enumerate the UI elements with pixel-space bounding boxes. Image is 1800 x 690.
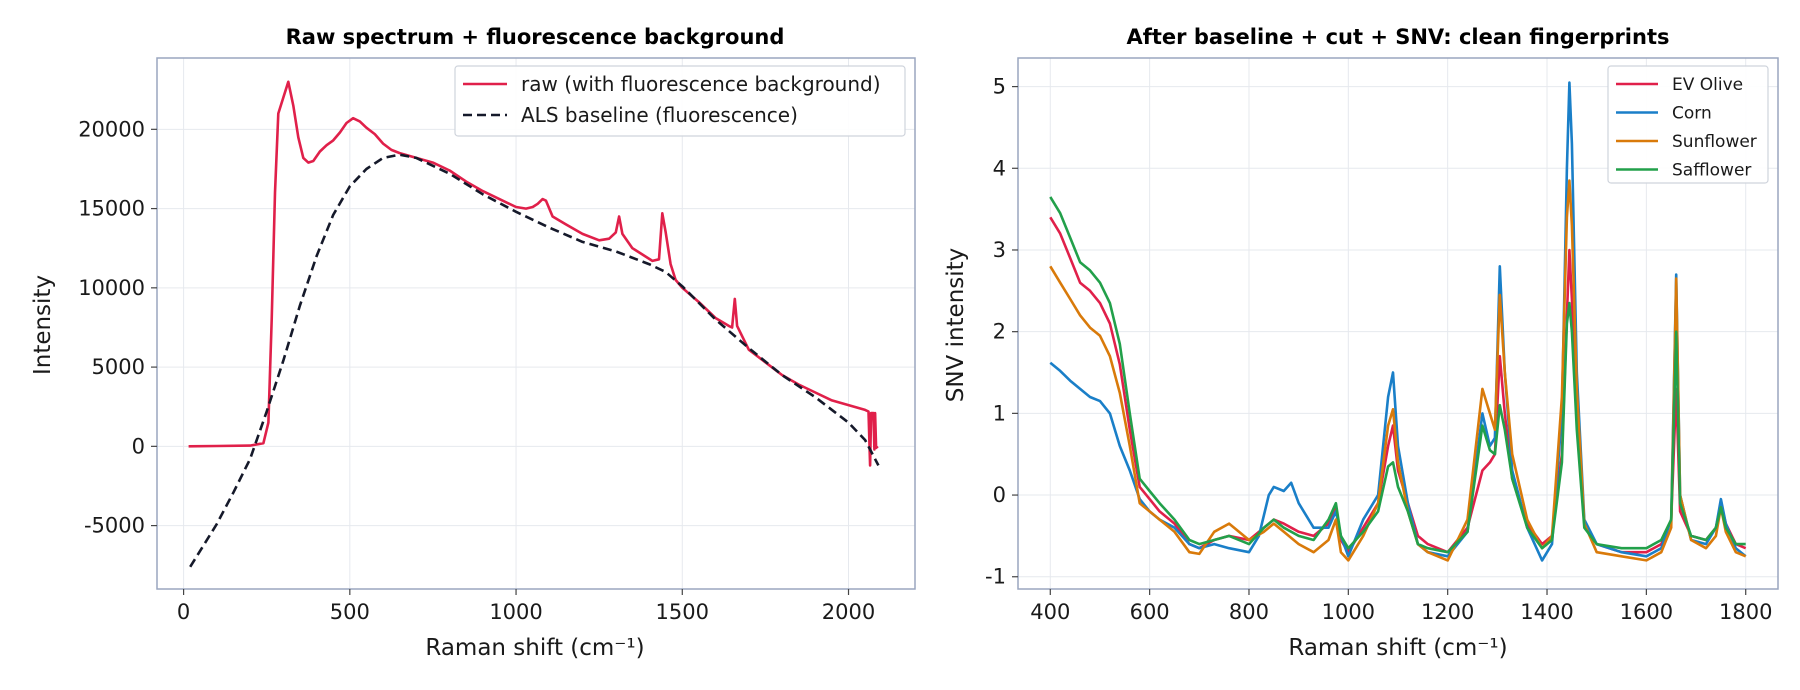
x-tick-label: 0 [177,600,190,624]
left-chart-title: Raw spectrum + fluorescence background [286,25,785,49]
left-y-axis-label: Intensity [30,275,56,375]
x-tick-label: 400 [1030,600,1070,624]
x-tick-label: 1500 [656,600,709,624]
legend-label: raw (with fluorescence background) [521,72,881,96]
x-tick-label: 1200 [1421,600,1474,624]
plot-frame [156,57,916,590]
y-tick-label: 1 [993,401,1006,425]
series-group [1049,81,1747,562]
legend-label: EV Olive [1672,75,1743,95]
y-tick-label: 2 [993,320,1006,344]
legend: EV Olive Corn Sunflower Safflower [1607,65,1769,184]
left-panel: Raw spectrum + fluorescence background R… [30,25,916,661]
series-line-als-baseline-fluorescence [189,153,880,568]
y-tick-label: 10000 [78,276,145,300]
y-tick-label: 5 [993,75,1006,99]
right-chart-title: After baseline + cut + SNV: clean finger… [1126,25,1669,49]
left-x-axis-label: Raman shift (cm⁻¹) [425,635,644,661]
x-tick-label: 500 [330,600,370,624]
legend-box [454,65,906,137]
x-tick-label: 1800 [1719,600,1772,624]
y-tick-label: 0 [132,434,145,458]
y-tick-label: 4 [993,156,1006,180]
legend-label: Sunflower [1672,132,1757,152]
right-x-axis-label: Raman shift (cm⁻¹) [1288,635,1507,661]
x-tick-label: 600 [1130,600,1170,624]
x-tick-label: 1000 [489,600,542,624]
y-tick-label: -5000 [84,514,145,538]
plot-frame [1017,57,1779,590]
y-tick-label: 15000 [78,197,145,221]
legend: raw (with fluorescence background) ALS ba… [454,65,906,137]
series-line-safflower [1049,196,1746,554]
y-tick-label: 20000 [78,117,145,141]
x-tick-label: 1600 [1620,600,1673,624]
y-tick-label: 5000 [92,355,145,379]
series-line-raw-with-fluorescence-background [188,80,879,467]
x-tick-label: 2000 [822,600,875,624]
legend-label: ALS baseline (fluorescence) [521,103,798,127]
legend-box [1607,65,1769,184]
legend-label: Corn [1672,103,1712,123]
y-tick-label: -1 [985,565,1006,589]
x-tick-label: 1400 [1520,600,1573,624]
y-tick-label: 0 [993,483,1006,507]
x-tick-label: 1000 [1322,600,1375,624]
legend-label: Safflower [1672,160,1751,180]
x-tick-label: 800 [1229,600,1269,624]
y-tick-label: 3 [993,238,1006,262]
series-line-ev-olive [1049,216,1747,554]
right-panel: After baseline + cut + SNV: clean finger… [943,25,1779,661]
right-y-axis-label: SNV intensity [943,248,969,403]
series-group [188,80,880,568]
